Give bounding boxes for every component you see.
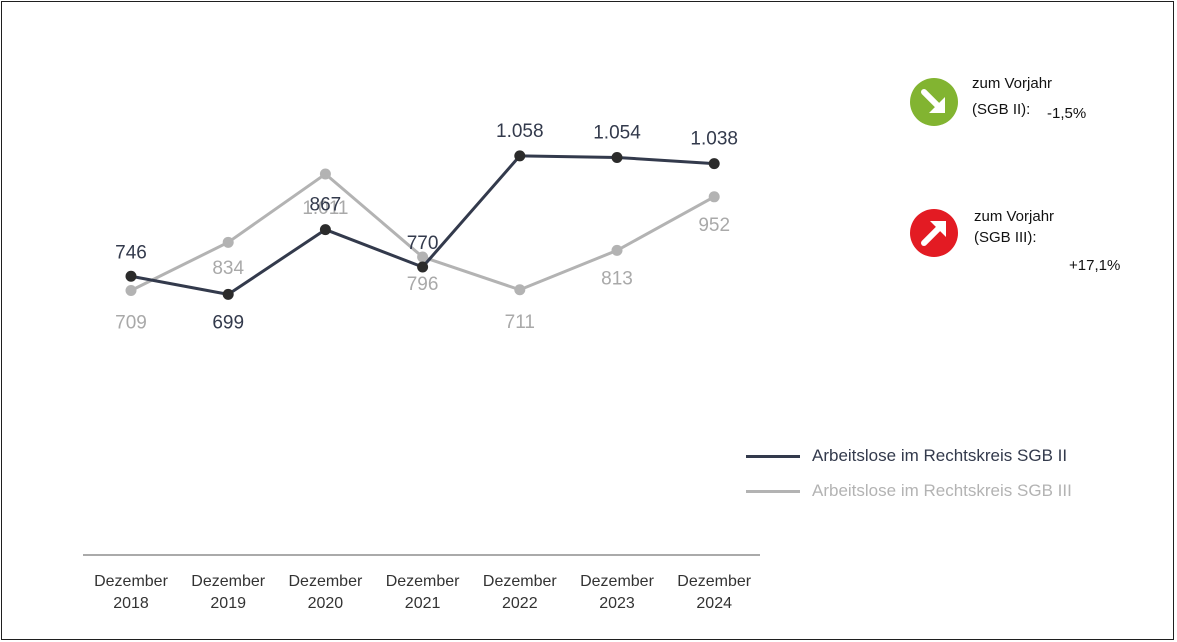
data-point-sgb3 (319, 168, 331, 180)
data-label-sgb2: 746 (115, 242, 147, 263)
data-point-sgb2 (125, 270, 137, 282)
data-label-sgb3: 952 (698, 215, 730, 236)
data-label-sgb2: 1.038 (690, 129, 738, 150)
data-label-sgb3: 709 (115, 313, 147, 334)
data-label-sgb2: 1.054 (593, 122, 641, 143)
data-point-sgb3 (514, 284, 526, 296)
data-point-sgb3 (125, 285, 137, 297)
data-point-sgb3 (708, 191, 720, 203)
x-tick-label: Dezember 2019 (191, 573, 265, 612)
x-tick-label: Dezember 2023 (580, 573, 654, 612)
indicator-value-sgb2: -1,5% (1047, 105, 1087, 122)
data-label-sgb3: 1.011 (302, 198, 348, 219)
data-point-sgb2 (708, 158, 720, 170)
x-tick-label: Dezember 2024 (677, 573, 751, 612)
data-point-sgb2 (514, 150, 526, 162)
legend-label-sgb2: Arbeitslose im Rechtskreis SGB II (812, 446, 1068, 465)
data-label-sgb2: 1.058 (496, 121, 544, 142)
x-tick-label: Dezember 2020 (288, 573, 362, 612)
data-point-sgb2 (222, 288, 234, 300)
x-tick-label: Dezember 2018 (94, 573, 168, 612)
data-point-sgb3 (222, 236, 234, 248)
indicator-line1-sgb2: zum Vorjahr (972, 75, 1053, 92)
indicator-circle-sgb3 (910, 209, 958, 257)
data-point-sgb3 (611, 244, 623, 256)
arrow-down-right-icon (921, 89, 945, 113)
data-label-sgb2: 770 (407, 233, 439, 254)
data-label-sgb3: 711 (505, 312, 535, 333)
data-label-sgb3: 796 (407, 274, 439, 295)
indicator-value-sgb3: +17,1% (1069, 257, 1121, 274)
data-point-sgb2 (319, 224, 331, 236)
indicator-circle-sgb2 (910, 78, 958, 126)
legend-swatch-sgb2 (746, 454, 800, 458)
indicator-line2-sgb2: (SGB II): (972, 101, 1031, 118)
data-label-sgb2: 699 (212, 312, 244, 333)
data-point-sgb3 (417, 251, 429, 263)
legend-item-sgb3: Arbeitslose im Rechtskreis SGB III (746, 481, 1072, 501)
data-label-sgb2: 867 (310, 195, 342, 216)
indicator-line1-sgb3: zum Vorjahr (974, 208, 1055, 225)
data-label-sgb3: 834 (212, 258, 244, 279)
legend-item-sgb2: Arbeitslose im Rechtskreis SGB II (746, 446, 1067, 466)
indicator-line2-sgb3: (SGB III): (974, 229, 1037, 246)
data-label-sgb3: 813 (601, 268, 633, 289)
x-tick-label: Dezember 2021 (386, 573, 460, 612)
legend-swatch-sgb3 (746, 489, 800, 493)
data-point-sgb2 (611, 151, 623, 163)
x-tick-label: Dezember 2022 (483, 573, 557, 612)
data-point-sgb2 (417, 261, 429, 273)
legend-label-sgb3: Arbeitslose im Rechtskreis SGB III (812, 481, 1072, 500)
arrow-up-right-icon (921, 221, 946, 246)
